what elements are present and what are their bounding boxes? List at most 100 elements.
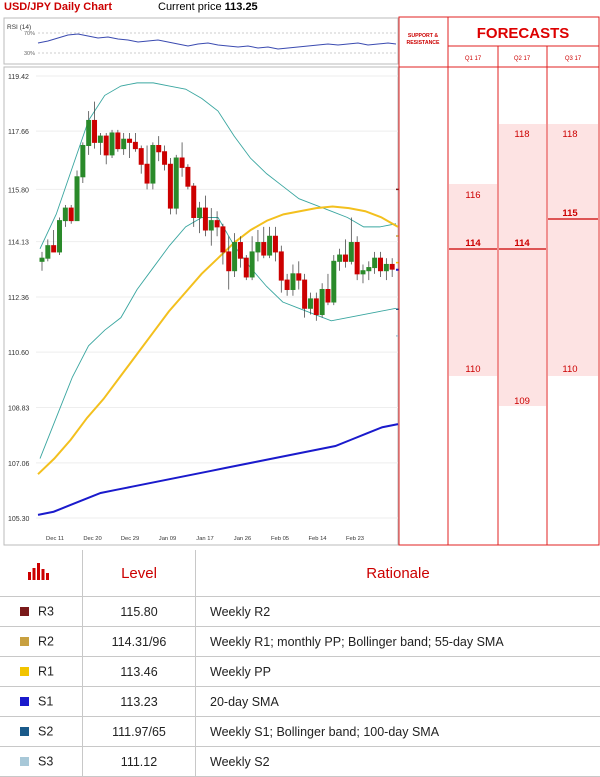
candle-body [250,252,254,277]
candle-body [244,258,248,277]
y-tick-label: 114.13 [8,240,29,247]
candle-body [303,280,307,308]
candle-body [314,299,318,315]
row-name-cell: S2 [0,717,83,747]
candle-body [128,139,132,142]
y-tick-label: 108.83 [8,406,30,413]
level-rationale: Weekly S2 [196,747,600,777]
x-tick-label: Dec 29 [121,536,139,542]
candle-body [93,120,97,142]
forecast-panel: SUPPORT &RESISTANCE FORECASTS Q1 17 Q2 1… [399,17,599,545]
candle-body [69,208,73,221]
row-name-cell: S1 [0,687,83,717]
x-axis-ticks: Dec 11 Dec 20 Dec 29 Jan 09 Jan 17 Jan 26 Feb … [46,536,364,542]
candle-body [355,243,359,274]
x-tick-label: Dec 20 [83,536,101,542]
candle-body [198,208,202,217]
rsi-tick-70: 70% [24,31,35,37]
x-tick-label: Feb 05 [271,536,289,542]
rsi-tick-30: 30% [24,51,35,57]
candle-body [174,158,178,208]
candle-body [378,258,382,271]
candle-body [215,221,219,227]
q1-mid: 114 [465,238,481,249]
level-rationale: 20-day SMA [196,687,600,717]
candle-body [151,145,155,183]
candle-body [157,145,161,151]
candle-body [297,274,301,280]
level-name: R1 [38,665,54,679]
bar-chart-icon [28,562,50,580]
candle-body [133,142,137,148]
candle-body [63,208,67,221]
candle-body [81,145,85,176]
candle-body [40,258,44,261]
candle-body [285,280,289,289]
level-color-swatch [20,607,29,616]
candle-body [332,261,336,302]
candle-body [122,139,126,148]
q3-range [548,124,598,376]
candle-body [343,255,347,261]
candle-body [373,258,377,267]
candle-body [268,236,272,255]
x-tick-label: Dec 11 [46,536,64,542]
candle-body [227,252,231,271]
row-name-cell: R1 [0,657,83,687]
candle-body [163,152,167,165]
x-tick-label: Jan 26 [234,536,251,542]
support-resistance-label: SUPPORT &RESISTANCE [406,33,440,46]
col-q1: Q1 17 [465,56,482,62]
table-header-row: Level Rationale [0,550,600,597]
level-color-swatch [20,757,29,766]
candle-body [209,221,213,230]
row-name-cell: R3 [0,597,83,627]
candle-body [104,136,108,155]
x-tick-label: Jan 09 [159,536,176,542]
candle-body [186,167,190,186]
forecasts-title: FORECASTS [477,25,570,42]
col-q2: Q2 17 [514,56,531,62]
y-tick-label: 115.80 [8,187,29,194]
level-color-swatch [20,697,29,706]
candle-body [384,264,388,270]
q3-low: 110 [562,364,577,375]
level-color-swatch [20,637,29,646]
candle-body [320,289,324,314]
y-tick-label: 112.36 [8,295,29,302]
candle-body [256,243,260,252]
x-tick-label: Jan 17 [196,536,213,542]
candle-body [279,252,283,280]
candle-body [46,246,50,259]
candle-body [180,158,184,167]
candle-body [168,164,172,208]
row-name-cell: S3 [0,747,83,777]
candle-body [98,136,102,142]
level-name: R2 [38,635,54,649]
rsi-label: RSI (14) [7,24,31,31]
candle-body [203,208,207,230]
level-rationale: Weekly R1; monthly PP; Bollinger band; 5… [196,627,600,657]
level-color-swatch [20,667,29,676]
candle-body [145,164,149,183]
q1-high: 116 [465,190,480,201]
candle-body [87,120,91,145]
y-tick-label: 105.30 [8,516,30,523]
candle-body [52,246,56,252]
level-rationale: Weekly R2 [196,597,600,627]
level-color-swatch [20,727,29,736]
table-icon-cell [0,550,83,597]
y-tick-label: 107.06 [8,461,30,468]
rsi-panel [4,18,398,64]
chart-area: RSI (14) 70% 30% 115.80114.31113.46113.2… [0,0,600,550]
level-value: 113.23 [83,687,196,717]
level-name: S1 [38,695,53,709]
level-value: 114.31/96 [83,627,196,657]
candle-body [338,255,342,261]
q1-low: 110 [465,364,480,375]
q1-range [449,184,497,376]
candle-body [361,271,365,274]
candle-body [308,299,312,308]
